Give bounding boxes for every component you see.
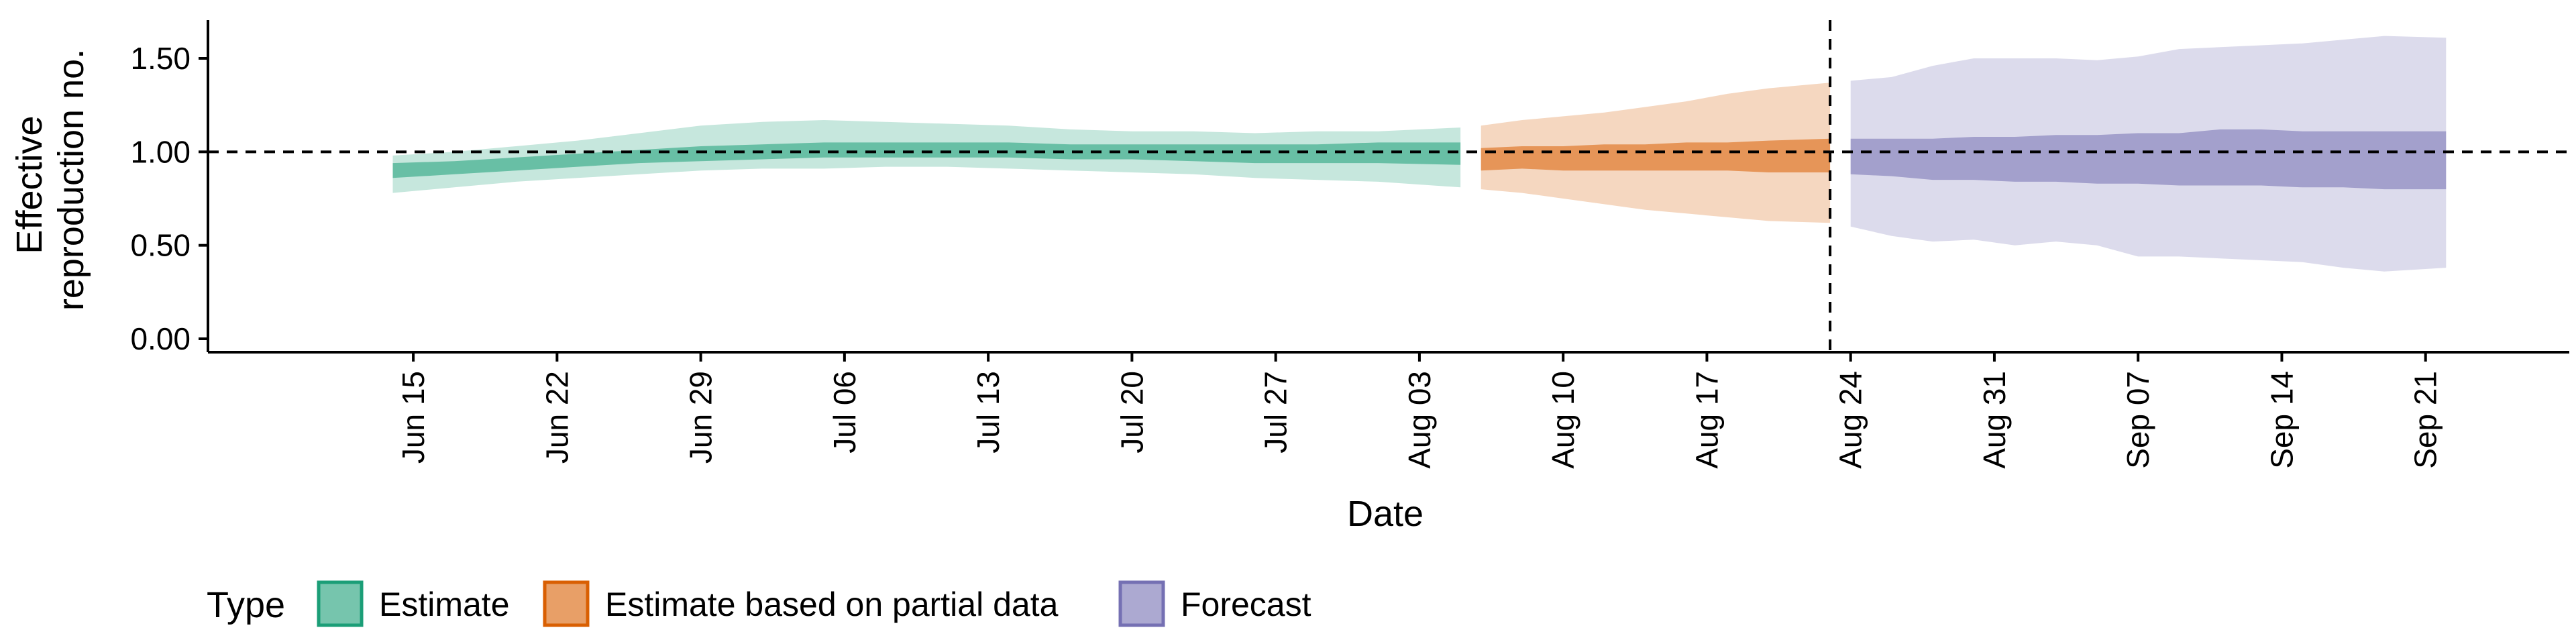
- x-tick-label: Jun 15: [396, 371, 431, 464]
- x-tick-label: Sep 07: [2121, 371, 2155, 469]
- x-tick-label: Aug 10: [1546, 371, 1580, 469]
- legend-label-forecast: Forecast: [1181, 586, 1311, 623]
- x-tick-label: Sep 21: [2408, 371, 2443, 469]
- legend-label-estimate: Estimate: [379, 586, 510, 623]
- ribbon-layer: [392, 36, 2447, 272]
- x-tick-label: Jun 29: [684, 371, 718, 464]
- x-tick-label: Jul 20: [1114, 371, 1149, 453]
- y-tick-label: 0.00: [130, 321, 191, 356]
- y-axis-title: Effective reproduction no.: [9, 49, 91, 311]
- x-axis-title: Date: [1347, 494, 1424, 534]
- x-tick-label: Aug 24: [1833, 371, 1868, 469]
- x-tick-label: Jul 13: [971, 371, 1006, 453]
- legend-title: Type: [207, 585, 285, 625]
- legend-key-forecast: [1118, 580, 1165, 627]
- x-tick-label: Jun 22: [539, 371, 574, 464]
- x-tick-label: Jul 27: [1258, 371, 1293, 453]
- y-tick-label: 0.50: [130, 228, 191, 263]
- inner-band-forecast: [1850, 129, 2447, 190]
- legend: Type Estimate Estimate based on partial d…: [207, 580, 1311, 627]
- y-axis-ticks: 0.00 0.50 1.00 1.50: [130, 41, 208, 356]
- x-tick-label: Jul 06: [827, 371, 862, 453]
- legend-key-estimate-based-on-partial-data: [543, 580, 590, 627]
- x-axis-ticks: Jun 15 Jun 22 Jun 29 Jul 06 Jul 13 Jul 20 Jul …: [396, 352, 2443, 469]
- legend-items: Estimate Estimate based on partial data Fo…: [317, 580, 1311, 627]
- x-tick-label: Aug 17: [1689, 371, 1724, 469]
- x-tick-label: Sep 14: [2265, 371, 2300, 469]
- x-tick-label: Aug 03: [1402, 371, 1437, 469]
- inner-band-estimate-based-on-partial-data: [1481, 138, 1831, 172]
- x-tick-label: Aug 31: [1977, 371, 2012, 469]
- legend-key-estimate: [317, 580, 364, 627]
- legend-label-estimate-based-on-partial-data: Estimate based on partial data: [605, 586, 1059, 623]
- y-tick-label: 1.00: [130, 134, 191, 169]
- y-tick-label: 1.50: [130, 41, 191, 76]
